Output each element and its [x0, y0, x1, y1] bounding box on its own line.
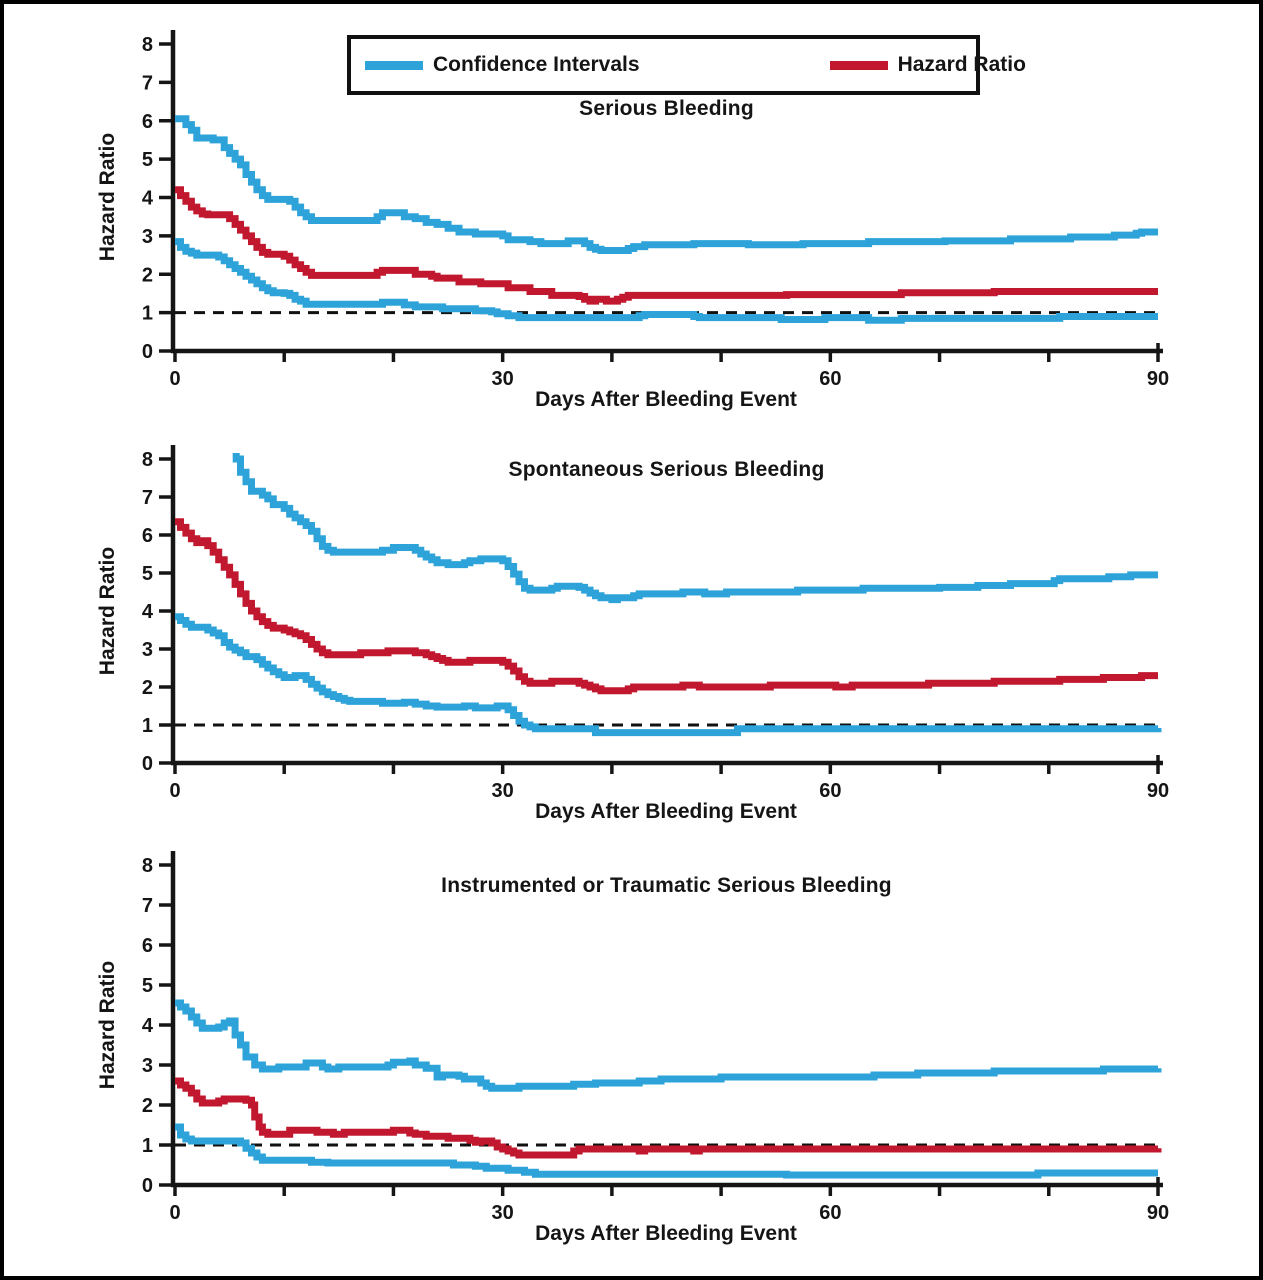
y-axis-label-chart2: Hazard Ratio [96, 546, 119, 676]
y-tick-label: 8 [142, 449, 153, 471]
y-tick-label: 0 [142, 753, 153, 775]
x-axis-label-chart2: Days After Bleeding Event [535, 800, 797, 823]
y-tick-label: 0 [142, 341, 153, 363]
lower-confidence-interval-line [175, 1123, 1158, 1179]
y-tick-label: 1 [142, 715, 153, 737]
y-tick-label: 2 [142, 677, 153, 699]
lower-confidence-interval-line [175, 613, 1162, 737]
x-axis-label-chart1: Days After Bleeding Event [535, 388, 797, 411]
x-tick-label: 30 [492, 1202, 514, 1224]
y-tick-label: 7 [142, 487, 153, 509]
x-tick-label: 60 [819, 1202, 841, 1224]
hazard-ratio-line [175, 518, 1158, 695]
hazard-ratio-line [175, 1077, 1162, 1159]
x-tick-label: 30 [492, 780, 514, 802]
y-tick-label: 5 [142, 149, 153, 171]
y-tick-label: 3 [142, 1055, 153, 1077]
x-tick-label: 60 [819, 368, 841, 390]
y-tick-label: 2 [142, 1095, 153, 1117]
legend: Confidence Intervals Hazard Ratio [347, 35, 1026, 95]
y-tick-label: 1 [142, 303, 153, 325]
x-tick-label: 60 [819, 780, 841, 802]
y-tick-label: 5 [142, 975, 153, 997]
upper-confidence-interval-line [175, 999, 1162, 1092]
y-tick-label: 3 [142, 639, 153, 661]
y-axis-label-chart1: Hazard Ratio [96, 132, 119, 262]
y-tick-label: 8 [142, 855, 153, 877]
x-tick-label: 0 [169, 368, 180, 390]
upper-confidence-interval-line [232, 453, 1158, 604]
hazard-ratio-line [175, 186, 1158, 305]
x-tick-label: 90 [1147, 368, 1169, 390]
y-tick-label: 5 [142, 563, 153, 585]
chart-2: 0 1 2 3 4 5 6 7 8 0 30 60 90 [142, 445, 1169, 802]
y-tick-label: 4 [142, 601, 154, 623]
lower-confidence-interval-line [175, 238, 1158, 324]
y-tick-label: 7 [142, 895, 153, 917]
y-tick-label: 2 [142, 264, 153, 286]
x-tick-label: 0 [169, 1202, 180, 1224]
hazard-ratio-swatch [829, 60, 888, 70]
y-tick-label: 8 [142, 34, 153, 56]
chart-title-instrumented-traumatic-serious-bleeding: Instrumented or Traumatic Serious Bleedi… [441, 874, 892, 897]
x-tick-label: 30 [492, 368, 514, 390]
chart-title-serious-bleeding: Serious Bleeding [579, 97, 754, 120]
legend-label-hazard-ratio: Hazard Ratio [897, 53, 1026, 76]
legend-item-confidence-intervals: Confidence Intervals [365, 53, 640, 77]
y-tick-label: 6 [142, 525, 153, 547]
x-tick-label: 90 [1147, 1202, 1169, 1224]
y-tick-label: 7 [142, 72, 153, 94]
y-tick-label: 4 [142, 188, 154, 210]
chart-3: 0 1 2 3 4 5 6 7 8 0 30 60 90 [142, 851, 1169, 1224]
y-axis-label-chart3: Hazard Ratio [96, 960, 119, 1090]
y-tick-label: 6 [142, 111, 153, 133]
legend-label-confidence-intervals: Confidence Intervals [433, 53, 640, 76]
y-tick-label: 1 [142, 1135, 153, 1157]
upper-confidence-interval-line [175, 115, 1158, 254]
x-tick-label: 0 [169, 780, 180, 802]
legend-item-hazard-ratio: Hazard Ratio [829, 53, 1026, 77]
y-tick-label: 4 [142, 1015, 154, 1037]
confidence-interval-swatch [365, 60, 423, 70]
y-tick-label: 3 [142, 226, 153, 248]
x-axis-label-chart3: Days After Bleeding Event [535, 1222, 797, 1245]
y-tick-label: 6 [142, 935, 153, 957]
x-tick-label: 90 [1147, 780, 1169, 802]
y-tick-label: 0 [142, 1175, 153, 1197]
chart-1: 0 1 2 3 4 5 6 7 8 0 30 60 90 [142, 30, 1169, 390]
chart-title-spontaneous-serious-bleeding: Spontaneous Serious Bleeding [508, 458, 825, 481]
